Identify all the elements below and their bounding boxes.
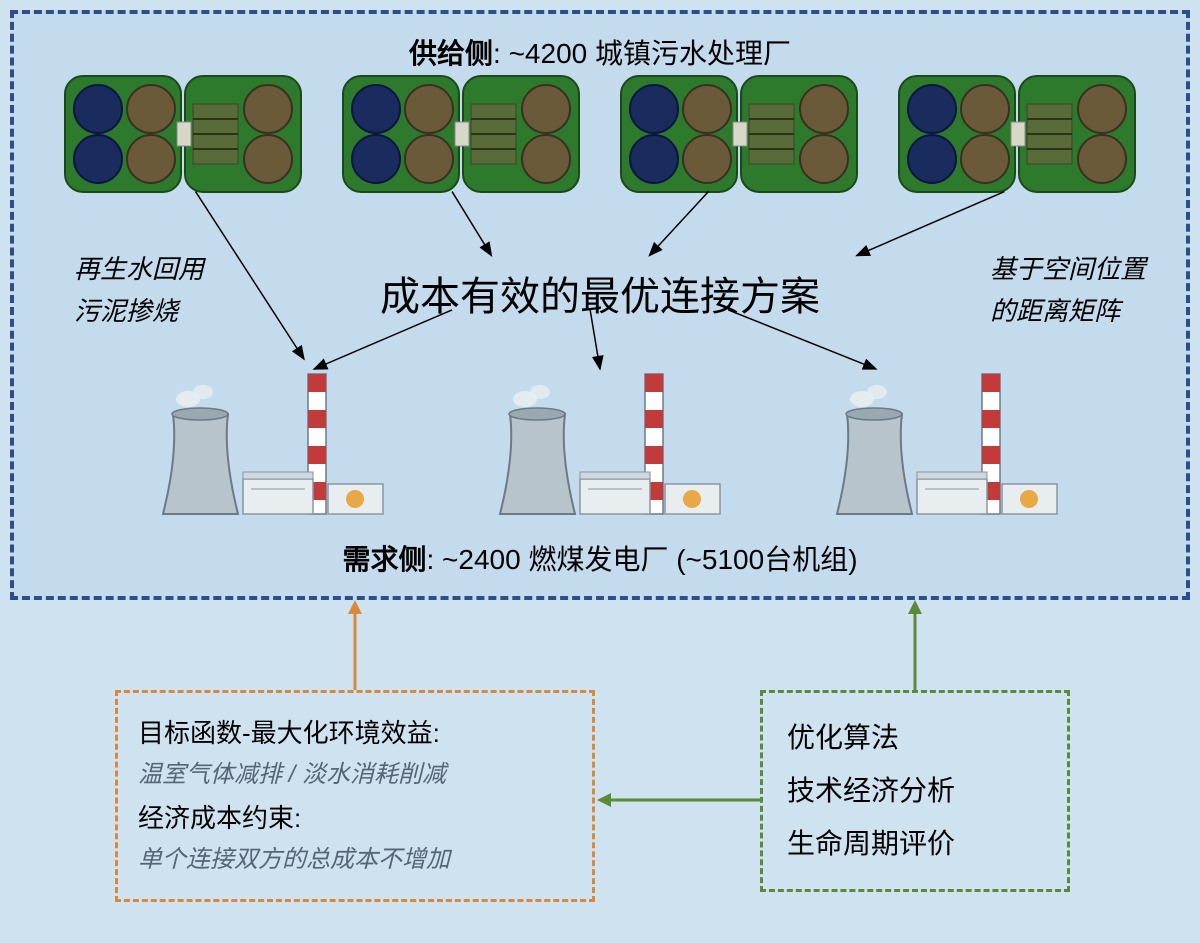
methods-box: 优化算法 技术经济分析 生命周期评价 <box>760 690 1070 892</box>
method-line3: 生命周期评价 <box>787 817 1043 870</box>
constraint-line: 经济成本约束: <box>138 796 572 840</box>
supply-prefix: 供给侧 <box>409 38 493 69</box>
main-diagram-box: 供给侧: ~4200 城镇污水处理厂 <box>10 10 1190 600</box>
objective-sub1: 温室气体减排 / 淡水消耗削减 <box>138 755 572 796</box>
constraint-sub: 单个连接双方的总成本不增加 <box>138 840 572 881</box>
right-note-line1: 基于空间位置 <box>990 249 1146 291</box>
supply-text: : ~4200 城镇污水处理厂 <box>493 38 791 69</box>
wwtp-icon <box>63 74 303 194</box>
right-note-line2: 的距离矩阵 <box>990 291 1146 333</box>
wwtp-icon <box>619 74 859 194</box>
powerplant-icon <box>470 364 730 524</box>
method-line2: 技术经济分析 <box>787 764 1043 817</box>
wwtp-row <box>14 74 1186 194</box>
supply-side-label: 供给侧: ~4200 城镇污水处理厂 <box>14 32 1186 72</box>
powerplant-icon <box>133 364 393 524</box>
wwtp-icon <box>341 74 581 194</box>
powerplant-row <box>14 364 1186 524</box>
objective-box: 目标函数-最大化环境效益: 温室气体减排 / 淡水消耗削减 经济成本约束: 单个… <box>115 690 595 902</box>
powerplant-icon <box>807 364 1067 524</box>
demand-text: : ~2400 燃煤发电厂 (~5100台机组) <box>426 544 857 575</box>
right-annotation: 基于空间位置 的距离矩阵 <box>990 249 1146 332</box>
wwtp-icon <box>897 74 1137 194</box>
objective-line1: 目标函数-最大化环境效益: <box>138 711 572 755</box>
method-line1: 优化算法 <box>787 711 1043 764</box>
demand-side-label: 需求侧: ~2400 燃煤发电厂 (~5100台机组) <box>14 538 1186 578</box>
demand-prefix: 需求侧 <box>342 544 426 575</box>
